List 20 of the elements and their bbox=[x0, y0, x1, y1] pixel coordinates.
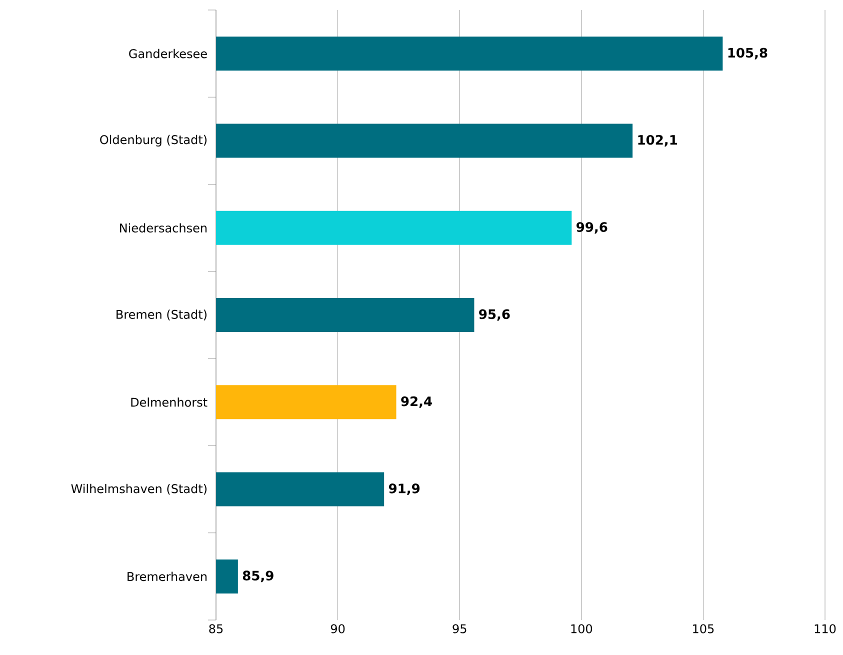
x-tick-label: 110 bbox=[814, 624, 836, 634]
x-tick-label: 90 bbox=[330, 624, 345, 634]
y-tick-label: Ganderkesee bbox=[129, 48, 207, 58]
data-label: 85,9 bbox=[242, 570, 274, 582]
y-tick-label: Bremen (Stadt) bbox=[116, 310, 207, 320]
x-tick-label: 105 bbox=[693, 624, 714, 634]
data-label: 102,1 bbox=[638, 134, 677, 146]
x-tick-label: 85 bbox=[209, 624, 223, 634]
y-tick-label: Bremerhaven bbox=[128, 572, 207, 582]
y-tick-label: Niedersachsen bbox=[120, 223, 207, 233]
data-label: 99,6 bbox=[576, 222, 608, 234]
data-label: 92,4 bbox=[401, 396, 432, 408]
data-label: 91,9 bbox=[388, 484, 420, 496]
y-tick-label: Wilhelmshaven (Stadt) bbox=[71, 484, 207, 495]
y-tick-label: Delmenhorst bbox=[131, 397, 208, 407]
x-tick-label: 100 bbox=[571, 624, 592, 634]
data-label: 95,6 bbox=[479, 309, 510, 321]
x-tick-label: 95 bbox=[452, 624, 466, 634]
data-label: 105,8 bbox=[728, 48, 768, 60]
y-tick-label: Oldenburg (Stadt) bbox=[100, 134, 207, 147]
